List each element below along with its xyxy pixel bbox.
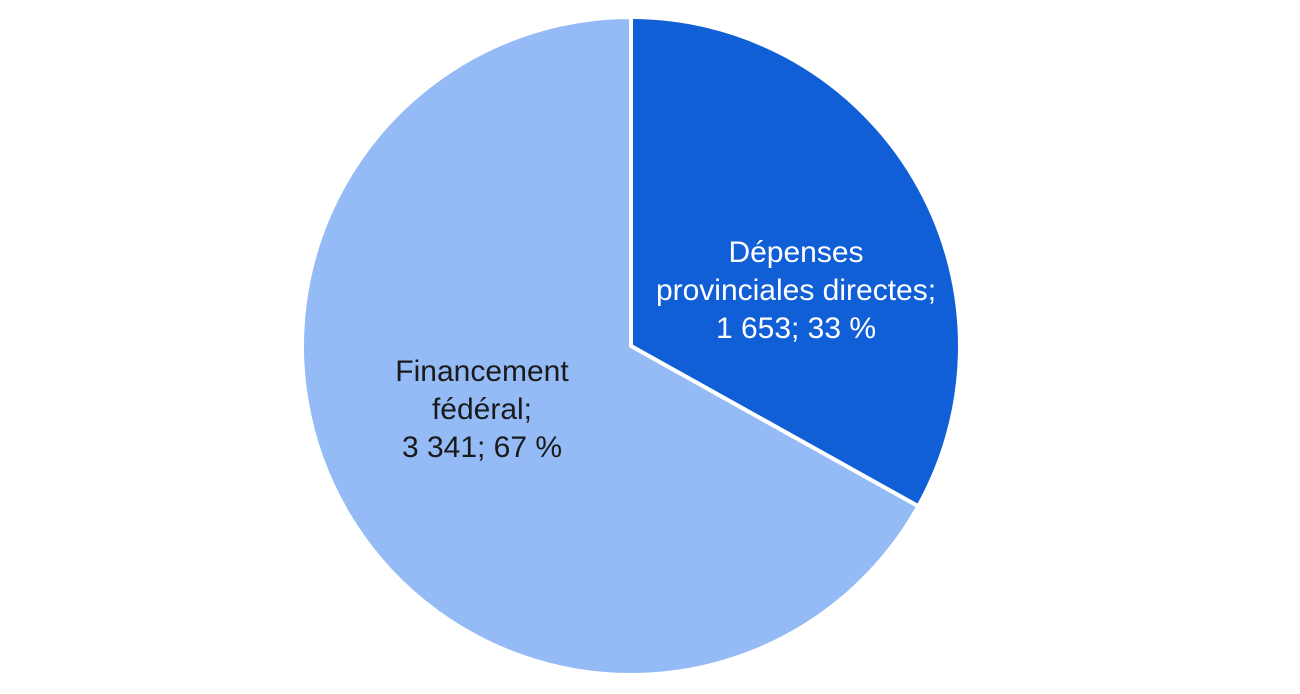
pie-slice-label-line: 1 653; 33 % <box>716 312 876 345</box>
pie-labels: Dépenses provinciales directes; 1 653; 33 … <box>395 236 936 464</box>
pie-slice-0 <box>629 14 962 510</box>
pie-slices <box>300 14 962 677</box>
pie-slice-label-0: Dépenses provinciales directes; 1 653; 33 … <box>656 236 936 345</box>
pie-slice-label-line: Financement <box>395 355 569 388</box>
pie-slice-label-1: Financement fédéral; 3 341; 67 % <box>395 355 569 464</box>
pie-slice-1 <box>300 14 922 677</box>
pie-slice-label-line: provinciales directes; <box>656 274 936 307</box>
pie-slice-label-line: 3 341; 67 % <box>402 431 562 464</box>
pie-slice-label-line: Dépenses <box>728 236 863 269</box>
pie-slice-label-line: fédéral; <box>432 393 532 426</box>
